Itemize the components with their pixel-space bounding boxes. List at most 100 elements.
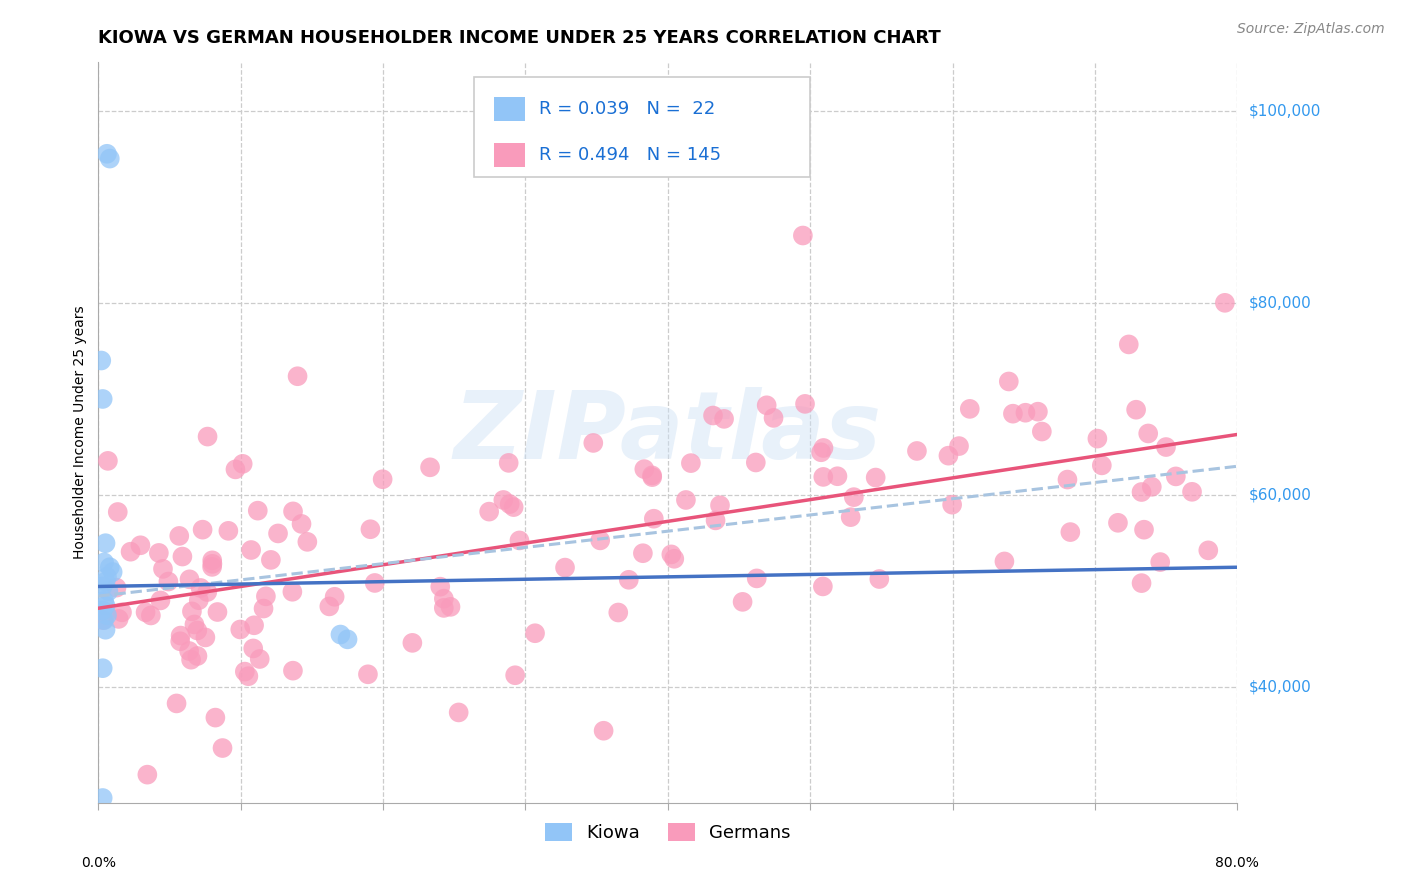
Germans [290, 516, 312, 531]
Kiowa [94, 574, 117, 589]
Germans [1014, 406, 1036, 420]
Germans [617, 573, 640, 587]
Germans [197, 429, 219, 443]
Germans [152, 562, 174, 576]
Germans [813, 441, 835, 455]
Text: KIOWA VS GERMAN HOUSEHOLDER INCOME UNDER 25 YEARS CORRELATION CHART: KIOWA VS GERMAN HOUSEHOLDER INCOME UNDER… [98, 29, 941, 47]
Germans [187, 593, 209, 607]
Kiowa [96, 570, 118, 584]
FancyBboxPatch shape [474, 78, 810, 178]
Germans [148, 546, 170, 560]
Germans [631, 546, 654, 560]
Kiowa [96, 146, 118, 161]
Germans [1181, 484, 1204, 499]
Germans [139, 608, 162, 623]
Text: 80.0%: 80.0% [1215, 855, 1260, 870]
Germans [702, 409, 724, 423]
Germans [167, 529, 190, 543]
Kiowa [91, 603, 114, 617]
Y-axis label: Householder Income Under 25 years: Householder Income Under 25 years [73, 306, 87, 559]
Germans [281, 664, 304, 678]
Germans [1107, 516, 1129, 530]
Germans [503, 668, 526, 682]
Germans [492, 492, 515, 507]
Germans [1130, 485, 1153, 500]
Germans [827, 469, 849, 483]
Germans [97, 454, 120, 468]
Germans [1137, 426, 1160, 441]
Germans [938, 449, 960, 463]
Germans [105, 581, 128, 595]
Bar [494, 143, 526, 167]
Germans [129, 538, 152, 552]
Germans [233, 665, 256, 679]
Text: 0.0%: 0.0% [82, 855, 115, 870]
Kiowa [90, 353, 112, 368]
Germans [249, 652, 271, 666]
Germans [194, 631, 217, 645]
Germans [186, 648, 208, 663]
Text: $100,000: $100,000 [1249, 103, 1322, 118]
Germans [502, 500, 524, 514]
Germans [267, 526, 290, 541]
Germans [1001, 407, 1024, 421]
Germans [508, 533, 530, 548]
Germans [607, 606, 630, 620]
Germans [592, 723, 614, 738]
Germans [1133, 523, 1156, 537]
Germans [323, 590, 346, 604]
Kiowa [91, 791, 114, 805]
Germans [679, 456, 702, 470]
Germans [136, 767, 159, 781]
Germans [1154, 440, 1177, 454]
Text: R = 0.039   N =  22: R = 0.039 N = 22 [538, 100, 716, 118]
Germans [439, 599, 461, 614]
Kiowa [91, 661, 114, 675]
Germans [713, 412, 735, 426]
Germans [364, 576, 387, 591]
Germans [252, 601, 274, 615]
Germans [179, 644, 201, 658]
Germans [1164, 469, 1187, 483]
Bar [494, 97, 526, 121]
Kiowa [97, 584, 120, 599]
Germans [191, 523, 214, 537]
Germans [254, 590, 277, 604]
Germans [166, 697, 188, 711]
Germans [633, 462, 655, 476]
Germans [731, 595, 754, 609]
Germans [1118, 337, 1140, 351]
Germans [478, 505, 501, 519]
Germans [195, 585, 218, 599]
Kiowa [96, 608, 118, 623]
Kiowa [93, 613, 115, 627]
Kiowa [101, 565, 124, 579]
Germans [704, 513, 727, 527]
Germans [755, 398, 778, 412]
Germans [207, 605, 229, 619]
Germans [240, 543, 263, 558]
Germans [1056, 473, 1078, 487]
Germans [811, 579, 834, 593]
Germans [238, 669, 260, 683]
Germans [91, 613, 114, 627]
Text: $80,000: $80,000 [1249, 295, 1312, 310]
Kiowa [93, 594, 115, 608]
Germans [181, 604, 204, 618]
Germans [1091, 458, 1114, 473]
Text: Source: ZipAtlas.com: Source: ZipAtlas.com [1237, 22, 1385, 37]
Kiowa [94, 536, 117, 550]
Germans [792, 228, 814, 243]
Germans [524, 626, 547, 640]
Germans [180, 653, 202, 667]
Germans [260, 553, 283, 567]
Germans [589, 533, 612, 548]
Germans [839, 510, 862, 524]
Germans [169, 629, 191, 643]
Germans [401, 636, 423, 650]
Kiowa [98, 560, 121, 574]
Germans [643, 512, 665, 526]
Germans [429, 580, 451, 594]
Germans [1125, 402, 1147, 417]
Kiowa [98, 152, 121, 166]
